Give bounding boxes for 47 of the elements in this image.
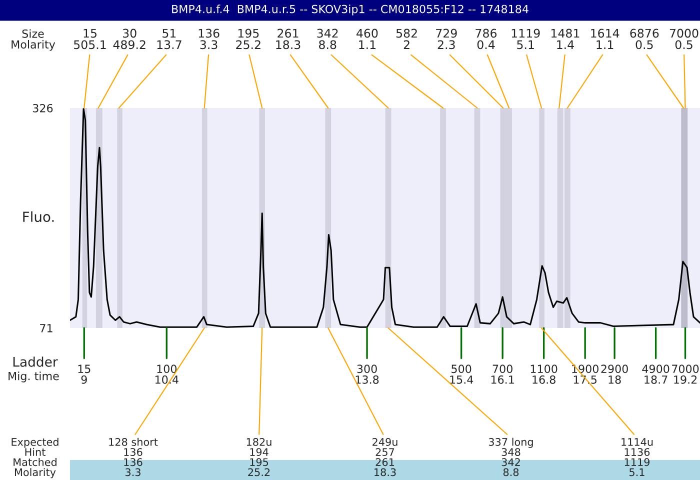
text: Ladder	[13, 356, 58, 367]
y-tick-label: 71	[40, 324, 52, 332]
x-tick-label: 15.4	[450, 376, 474, 384]
annotation: 7000 0.5	[670, 28, 698, 50]
annotation: 1100	[530, 364, 558, 374]
x-axis-title: Mig. time	[8, 372, 59, 382]
x-tick-label: 16.8	[532, 375, 556, 384]
annotation: 582 2	[396, 28, 417, 49]
annotation: 700	[492, 364, 512, 374]
annotation: 4900	[642, 364, 670, 374]
x-tick-label: 13.8	[356, 375, 379, 384]
annotation: 7000	[672, 364, 699, 374]
x-tick-label: 18	[608, 375, 621, 384]
x-tick-label: 16.1	[491, 375, 514, 384]
annotation: 128 short 136 136 3.3	[109, 438, 158, 476]
annotation: 1114u 1136 1119 5.1	[622, 438, 653, 476]
chart-title: BMP4.u.f.4 BMP4.u.r.5 -- SKOV3ip1 -- CM018055:F12 -- 1748184	[172, 4, 528, 16]
annotation: 786 0.4	[476, 28, 497, 50]
text: Size Molarity	[12, 29, 56, 51]
line-series	[70, 108, 700, 328]
annotation: 1614 1.1	[591, 28, 620, 49]
annotation: 337 long 348 342 8.8	[488, 438, 533, 476]
annotation: 249u 257 261 18.3	[372, 438, 398, 476]
annotation: 195 25.2	[236, 28, 260, 50]
annotation: 15	[78, 364, 90, 374]
annotation: 460 1.1	[356, 28, 378, 49]
annotation: 261 18.3	[276, 28, 300, 50]
annotation: 500	[452, 364, 472, 374]
annotation: 100	[157, 364, 177, 374]
x-tick-label: 9	[81, 375, 87, 384]
annotation: 51 13.7	[157, 28, 182, 50]
x-tick-label: 19.2	[674, 375, 697, 384]
annotation: 182u 194 195 25.2	[246, 438, 272, 476]
annotation: 15 505.1	[74, 28, 106, 50]
annotation: 136 3.3	[198, 28, 220, 50]
y-axis-title: Fluo.	[23, 211, 54, 222]
annotation: 729 2.3	[436, 28, 457, 50]
text: Expected Hint Matched Molarity	[12, 438, 58, 478]
annotation: 2900	[601, 364, 628, 374]
y-tick-label: 326	[32, 104, 53, 112]
annotation: 30 489.2	[113, 28, 146, 50]
annotation: 300	[357, 364, 377, 374]
annotation: 1481 1.4	[551, 28, 580, 49]
annotation: 6876 0.5	[630, 28, 659, 50]
x-tick-label: 18.7	[644, 375, 668, 384]
annotation: 1119 5.1	[512, 28, 540, 50]
annotation: 342 8.8	[317, 28, 338, 50]
